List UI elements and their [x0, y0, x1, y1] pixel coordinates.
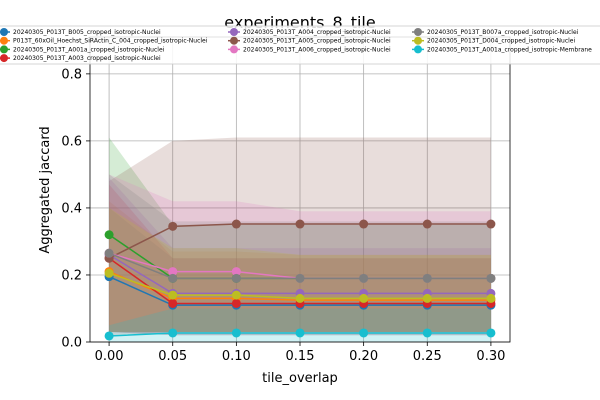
legend-label: 20240305_P013T_D004_cropped_isotropic-Nu…: [427, 38, 575, 45]
data-point: [486, 273, 496, 283]
data-point: [231, 273, 241, 283]
data-point: [295, 219, 305, 229]
confidence-band: [109, 201, 491, 332]
data-point: [359, 273, 369, 283]
legend-label: 20240305_P013T_B007a_cropped_isotropic-N…: [427, 29, 579, 36]
x-tick-label: 0.25: [413, 349, 442, 364]
x-tick-label: 0.20: [349, 349, 378, 364]
data-point: [295, 328, 305, 338]
data-point: [168, 273, 178, 283]
data-point: [359, 328, 369, 338]
confidence-band: [109, 184, 491, 336]
x-tick-label: 0.30: [476, 349, 505, 364]
legend: 20240305_P013T_B005_cropped_isotropic-Nu…: [0, 25, 600, 65]
legend-marker: [0, 28, 8, 36]
x-axis-label: tile_overlap: [262, 371, 338, 386]
legend-marker: [230, 36, 238, 45]
plot-area: 0.00 0.05 0.10 0.15 0.20 0.25 0.30 0.0 0.2 0.4 0.6…: [61, 36, 511, 364]
data-point: [104, 331, 114, 341]
data-point: [295, 293, 305, 303]
y-axis-label: Aggregated jaccard: [38, 126, 53, 253]
data-point: [486, 328, 496, 338]
data-point: [231, 290, 241, 300]
data-point: [104, 248, 114, 258]
data-point: [486, 293, 496, 303]
legend-marker: [230, 28, 238, 36]
data-point: [231, 219, 241, 229]
data-point: [168, 290, 178, 300]
data-point: [104, 268, 114, 278]
y-tick-label: 0.2: [61, 268, 82, 283]
legend-marker: [230, 45, 238, 54]
legend-label: 20240305_P013T_A005_cropped_isotropic-Nu…: [243, 38, 391, 45]
data-point: [231, 298, 241, 308]
legend-marker: [414, 28, 422, 36]
y-tick-label: 0.4: [61, 201, 82, 216]
data-point: [422, 273, 432, 283]
legend-label: 20240305_P013T_A001a_cropped_isotropic-M…: [427, 46, 592, 53]
legend-marker: [414, 45, 422, 54]
legend-marker: [414, 36, 422, 45]
y-tick-label: 0.6: [61, 134, 82, 149]
legend-box: [0, 25, 600, 65]
data-point: [168, 328, 178, 338]
confidence-band: [109, 207, 491, 332]
legend-label: 20240305_P013T_A003_cropped_isotropic-Nu…: [13, 55, 161, 62]
data-point: [295, 273, 305, 283]
data-point: [168, 267, 178, 277]
data-point: [168, 298, 178, 308]
data-point: [168, 221, 178, 231]
x-tick-label: 0.05: [158, 349, 187, 364]
confidence-band: [109, 174, 491, 332]
legend-label: 20240305_P013T_A001a_cropped_isotropic-N…: [13, 46, 165, 53]
x-tick-label: 0.00: [95, 349, 124, 364]
legend-marker: [0, 54, 8, 63]
legend-marker: [0, 36, 8, 45]
confidence-band: [109, 174, 491, 332]
data-point: [422, 293, 432, 303]
data-point: [231, 328, 241, 338]
data-point: [231, 267, 241, 277]
confidence-band: [109, 137, 491, 332]
confidence-band: [109, 137, 491, 336]
legend-label: 20240305_P013T_A006_cropped_isotropic-Nu…: [243, 46, 391, 53]
data-point: [359, 293, 369, 303]
legend-marker: [0, 45, 8, 54]
data-point: [422, 219, 432, 229]
data-point: [422, 328, 432, 338]
legend-label: 20240305_P013T_A004_cropped_isotropic-Nu…: [243, 29, 391, 36]
legend-label: 20240305_P013T_B005_cropped_isotropic-Nu…: [13, 29, 161, 36]
legend-label: P013T_60xOil_Hoechst_SiRActin_C_004_crop…: [13, 38, 208, 45]
y-tick-label: 0.8: [61, 67, 82, 82]
data-point: [486, 219, 496, 229]
data-point: [104, 230, 114, 240]
data-point: [359, 219, 369, 229]
x-tick-label: 0.10: [222, 349, 251, 364]
x-tick-label: 0.15: [286, 349, 315, 364]
y-tick-label: 0.0: [61, 336, 82, 351]
